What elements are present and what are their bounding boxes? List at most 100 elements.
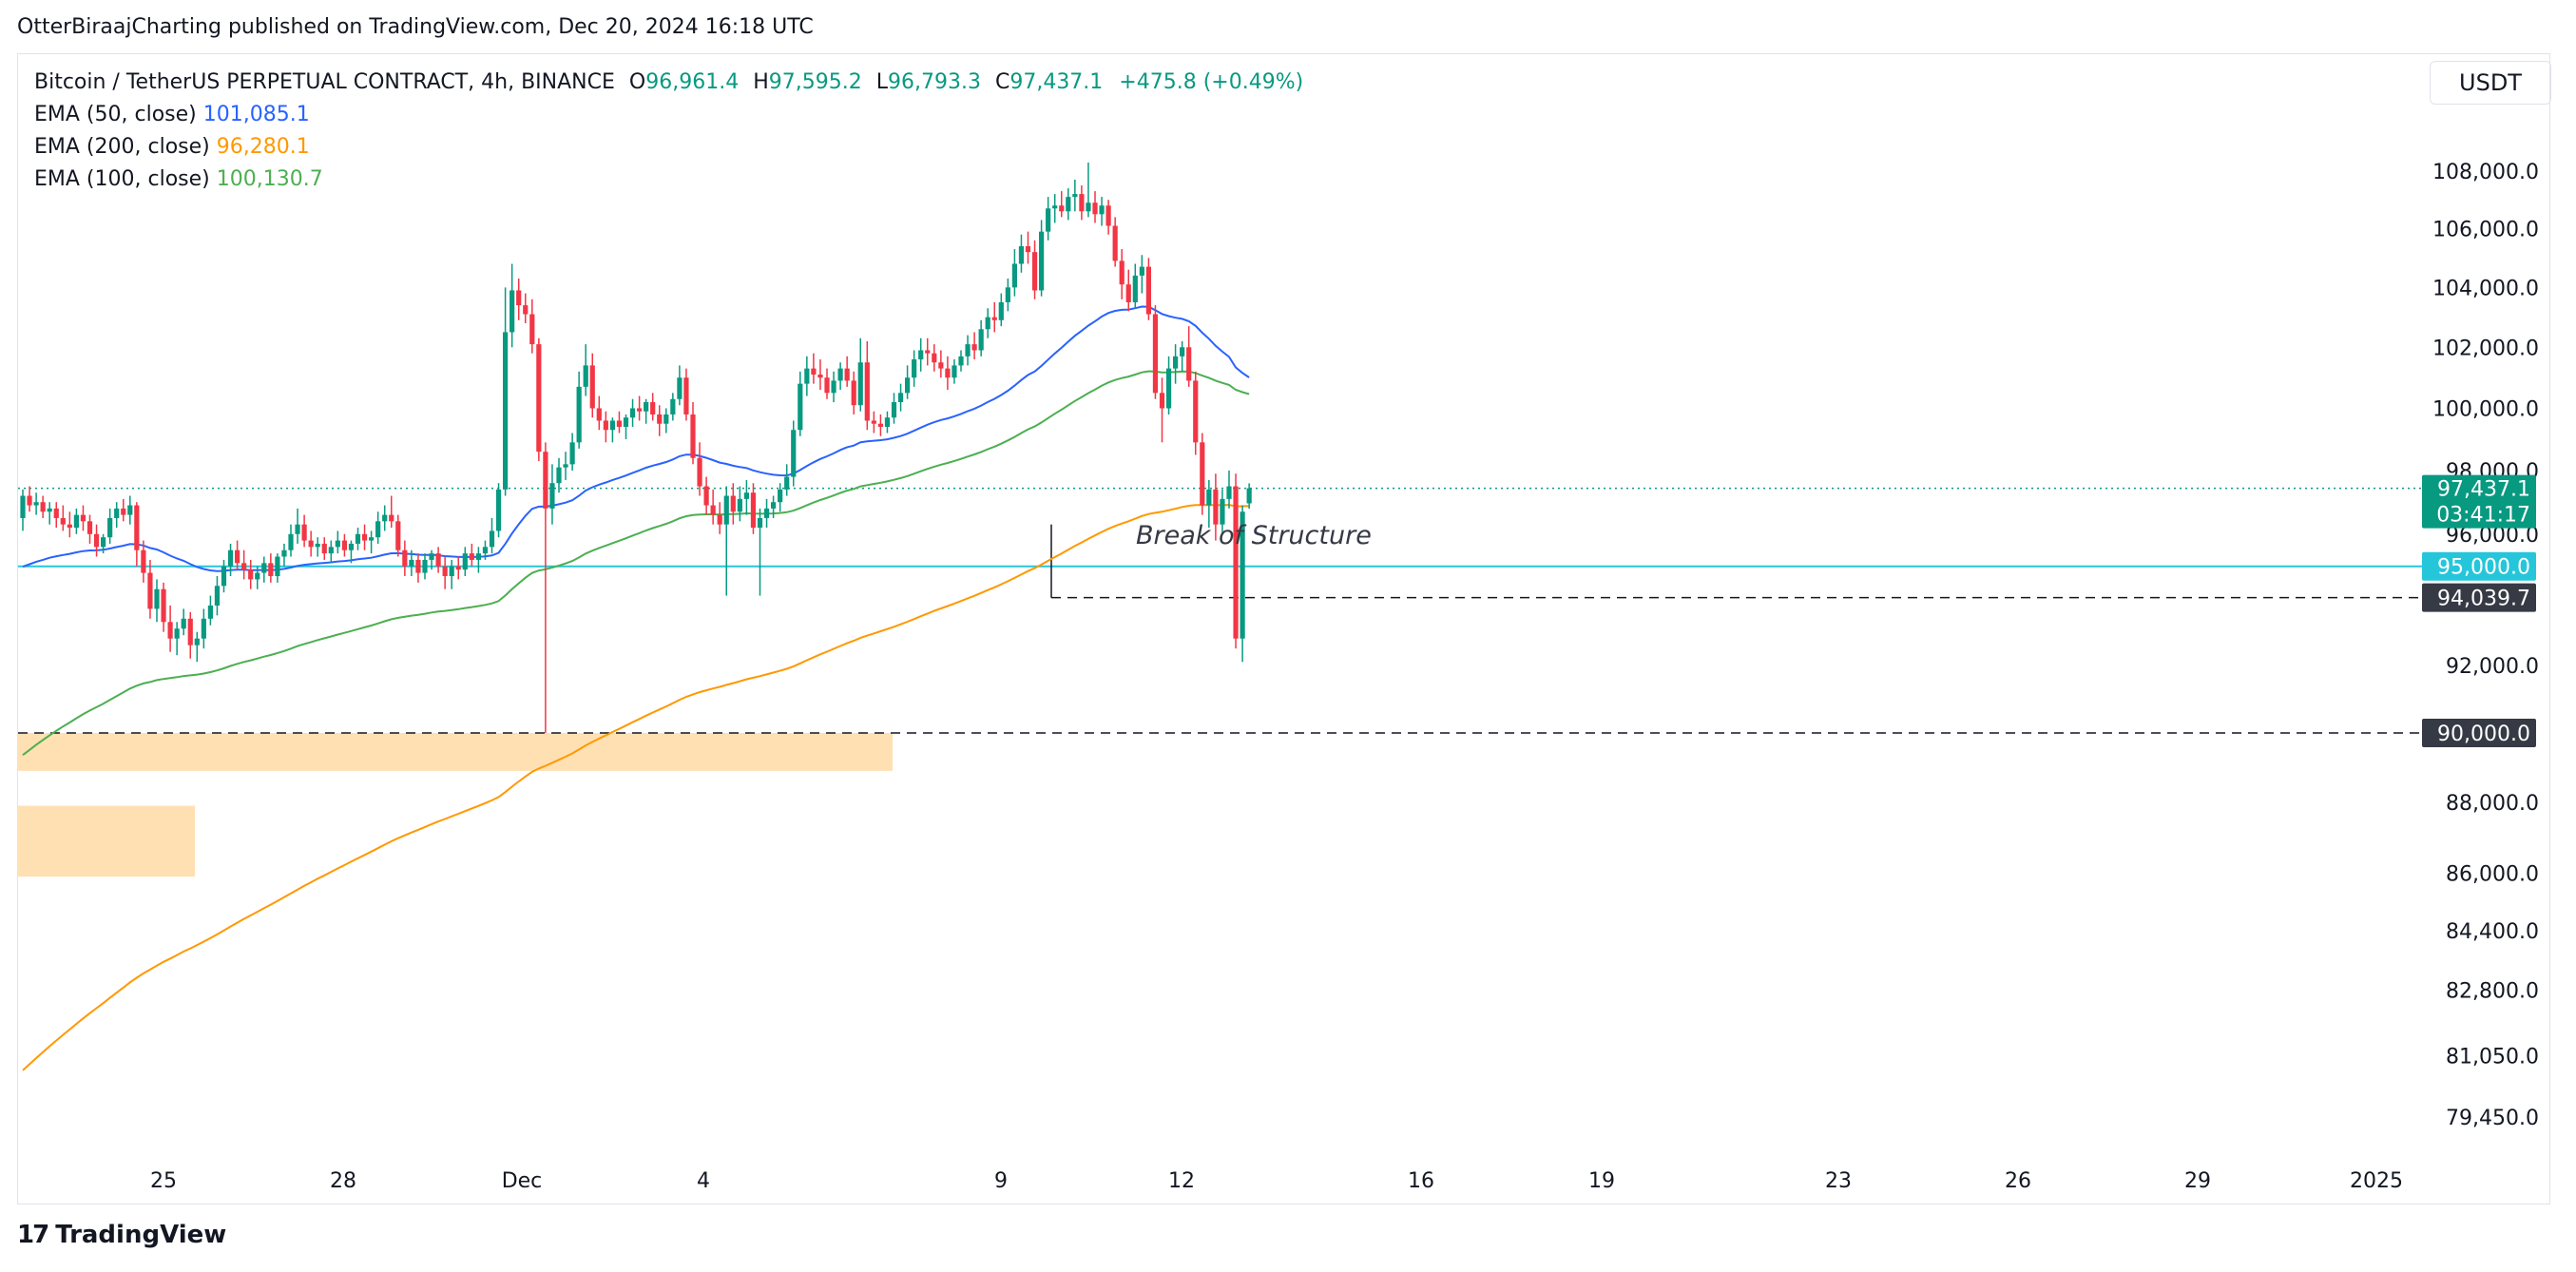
brand-name: TradingView	[55, 1221, 227, 1249]
candle-body-up	[114, 508, 120, 518]
candle-body-up	[201, 618, 206, 639]
candle-body-down	[971, 344, 977, 351]
candle-body-down	[134, 505, 140, 550]
candle-body-down	[991, 317, 997, 320]
candle-body-up	[556, 467, 562, 484]
indicator-name: EMA (200, close)	[34, 135, 210, 159]
y-tick-label: 79,450.0	[2446, 1107, 2539, 1130]
candle-body-down	[616, 420, 623, 427]
x-tick-label: 29	[2184, 1169, 2211, 1193]
candle-body-up	[677, 377, 682, 399]
candle-body-up	[20, 495, 26, 518]
candle-body-up	[1173, 356, 1179, 369]
candle-body-down	[455, 566, 461, 570]
candle-body-up	[837, 368, 843, 381]
candle-body-up	[723, 495, 729, 525]
candle-body-down	[93, 533, 100, 548]
candle-body-down	[844, 368, 850, 381]
x-tick-label: 9	[994, 1169, 1008, 1193]
candle-body-up	[831, 380, 836, 394]
indicator-ema50[interactable]: EMA (50, close) 101,085.1	[34, 99, 1303, 131]
candle-body-down	[1186, 347, 1192, 381]
x-tick-label: 26	[2005, 1169, 2031, 1193]
candle-body-up	[897, 393, 904, 402]
y-tick-label: 108,000.0	[2432, 161, 2539, 184]
x-tick-label: 19	[1588, 1169, 1615, 1193]
candle-body-down	[442, 566, 448, 576]
ema-200-line	[22, 504, 1250, 1071]
last-price-badge	[2422, 474, 2536, 529]
candle-body-up	[1139, 266, 1144, 276]
candle-body-down	[596, 408, 602, 421]
break-of-structure-label: Break of Structure	[1136, 521, 1372, 550]
open-value: 96,961.4	[645, 70, 740, 94]
currency-button[interactable]: USDT	[2430, 61, 2551, 105]
candle-body-down	[1152, 314, 1159, 394]
candle-body-up	[73, 514, 79, 529]
candle-body-up	[778, 489, 783, 503]
candle-body-up	[1072, 194, 1078, 198]
candle-body-up	[1066, 197, 1071, 212]
candle-body-down	[469, 553, 474, 560]
candle-body-up	[47, 508, 52, 512]
demand-zone	[18, 733, 893, 771]
candle-body-down	[717, 514, 722, 525]
candle-body-up	[509, 290, 515, 333]
candle-body-up	[482, 547, 489, 554]
candle-body-down	[683, 377, 689, 414]
candle-body-up	[422, 559, 428, 573]
x-tick-label: 23	[1825, 1169, 1852, 1193]
published-by: OtterBiraajCharting published on Trading…	[17, 15, 814, 39]
candle-body-down	[1105, 205, 1111, 226]
indicator-name: EMA (50, close)	[34, 103, 197, 126]
candle-body-down	[543, 452, 548, 509]
candle-body-down	[235, 549, 240, 564]
indicator-ema200[interactable]: EMA (200, close) 96,280.1	[34, 131, 1303, 164]
candle-body-up	[670, 398, 676, 414]
candle-body-down	[1145, 266, 1151, 315]
candle-body-up	[1206, 489, 1212, 506]
candle-body-down	[161, 588, 166, 623]
price-badge-label: 95,000.0	[2437, 556, 2530, 580]
candle-body-up	[33, 502, 39, 506]
symbol-title[interactable]: Bitcoin / TetherUS PERPETUAL CONTRACT, 4…	[34, 70, 615, 94]
candle-body-down	[703, 486, 709, 506]
candle-body-up	[261, 563, 267, 573]
candle-body-down	[824, 377, 830, 394]
low-value: 96,793.3	[887, 70, 981, 94]
x-tick-label: 25	[150, 1169, 177, 1193]
candle-body-up	[348, 543, 355, 550]
candle-body-down	[167, 622, 173, 639]
candle-body-up	[623, 417, 629, 427]
y-tick-label: 81,050.0	[2446, 1046, 2539, 1070]
candle-body-up	[965, 344, 971, 357]
close-value: 97,437.1	[1009, 70, 1104, 94]
candle-body-down	[871, 420, 876, 424]
price-badge	[2422, 551, 2536, 581]
candle-body-down	[301, 524, 307, 541]
candle-body-up	[563, 464, 568, 468]
candle-body-up	[1220, 498, 1225, 525]
candle-body-down	[268, 563, 274, 576]
candle-body-down	[80, 514, 87, 522]
candle-body-down	[690, 414, 696, 458]
candle-body-down	[248, 569, 254, 580]
candle-body-down	[1213, 489, 1219, 525]
tradingview-brand[interactable]: 17 TradingView	[17, 1221, 226, 1249]
candle-body-down	[67, 524, 72, 529]
indicator-ema100[interactable]: EMA (100, close) 100,130.7	[34, 164, 1303, 196]
open-label: O	[628, 70, 646, 94]
candle-body-up	[375, 521, 381, 538]
chart-frame[interactable]	[17, 53, 2550, 1205]
close-label: C	[994, 70, 1010, 94]
y-tick-label: 104,000.0	[2432, 277, 2539, 300]
candle-body-down	[1193, 380, 1199, 443]
candle-body-down	[697, 457, 702, 487]
candle-body-up	[181, 618, 186, 629]
candle-body-up	[583, 365, 588, 387]
symbol-row[interactable]: Bitcoin / TetherUS PERPETUAL CONTRACT, 4…	[34, 67, 1303, 99]
candle-body-up	[227, 549, 234, 567]
y-tick-label: 88,000.0	[2446, 792, 2539, 816]
candle-body-up	[1132, 275, 1138, 302]
